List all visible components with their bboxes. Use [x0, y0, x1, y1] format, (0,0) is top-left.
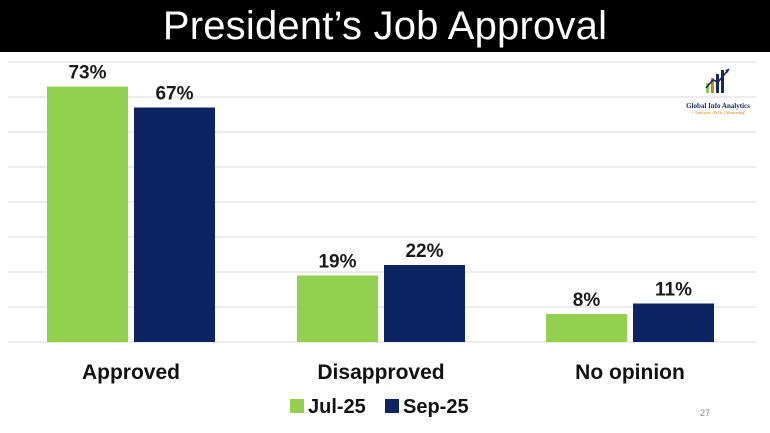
category-label: Approved [82, 361, 180, 384]
data-label: 19% [318, 252, 356, 273]
data-label: 73% [68, 63, 106, 84]
category-labels: Approved Disapproved No opinion [82, 361, 685, 384]
title-bar: President’s Job Approval [0, 0, 770, 52]
data-label: 11% [655, 280, 692, 301]
legend-label: Jul-25 [308, 396, 366, 418]
data-labels: 73% 67% 19% 22% 8% 11% [68, 63, 692, 312]
legend-swatch [290, 399, 304, 413]
category-label: Disapproved [317, 361, 444, 384]
data-label: 8% [573, 290, 601, 311]
bar-sep-25-approved [134, 107, 215, 342]
logo-name: Global Info Analytics [686, 102, 750, 110]
bar-sep-25-no-opinion [633, 303, 714, 342]
data-label: 67% [155, 84, 193, 105]
data-label: 22% [405, 241, 443, 262]
bar-sep-25-disapproved [384, 265, 465, 342]
logo-tagline: ~ Analysis | Polls | Marketing [691, 110, 745, 115]
company-logo: Global Info Analytics ~ Analysis | Polls… [680, 66, 756, 126]
bar-jul-25-approved [47, 86, 128, 342]
gridlines [8, 61, 756, 343]
bar-jul-25-disapproved [297, 275, 378, 342]
legend: Jul-25 Sep-25 [290, 396, 469, 418]
bar-chart: 73% 67% 19% 22% 8% 11% Approved Disapproved No … [8, 61, 756, 418]
legend-swatch [385, 399, 399, 413]
bar-chart-logo-icon [705, 68, 730, 93]
legend-label: Sep-25 [403, 396, 469, 418]
bar-jul-25-no-opinion [546, 314, 627, 342]
category-label: No opinion [575, 361, 685, 384]
page-number: 27 [700, 408, 711, 418]
bars [47, 86, 714, 342]
page-title: President’s Job Approval [162, 3, 608, 48]
